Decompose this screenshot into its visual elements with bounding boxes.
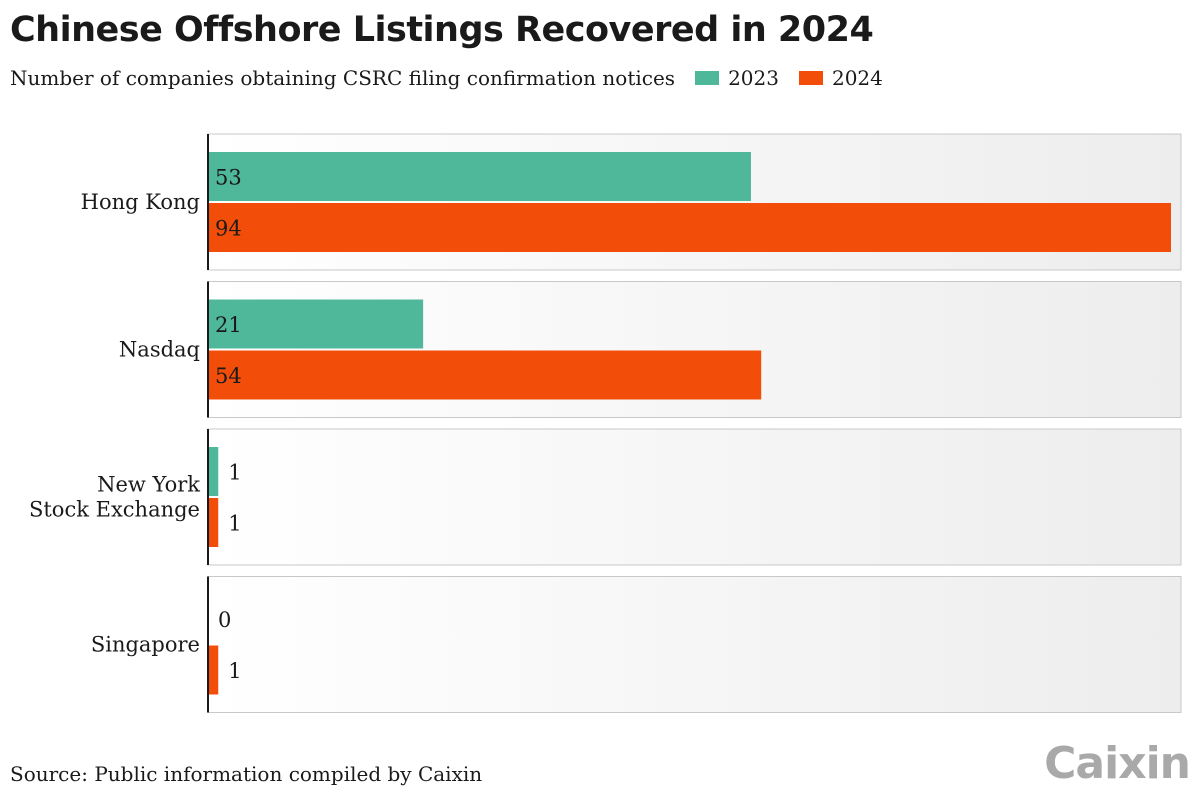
legend-item-2024: 2024 [798, 66, 883, 90]
legend-swatch-2023 [695, 71, 720, 85]
category-label-nasdaq: Nasdaq [119, 338, 200, 362]
panel-new-york-stock-exchange [207, 428, 1182, 566]
value-label-new-york-stock-exchange-2024: 1 [228, 512, 241, 536]
source-note: Source: Public information compiled by C… [10, 762, 483, 786]
legend-label-2023: 2023 [728, 66, 779, 90]
bar-new-york-stock-exchange-2024 [208, 498, 219, 547]
category-label-hong-kong: Hong Kong [81, 190, 200, 214]
chart-title: Chinese Offshore Listings Recovered in 2… [10, 10, 874, 50]
value-label-new-york-stock-exchange-2023: 1 [228, 461, 241, 485]
category-label-new-york-stock-exchange-line-1: New York [97, 473, 200, 497]
value-label-hong-kong-2024: 94 [215, 217, 242, 241]
bar-hong-kong-2024 [208, 203, 1171, 252]
value-label-hong-kong-2023: 53 [215, 166, 242, 190]
bar-nasdaq-2023 [208, 299, 424, 349]
value-label-nasdaq-2023: 21 [215, 313, 242, 337]
legend-label-2024: 2024 [831, 66, 883, 90]
bar-singapore-2024 [208, 645, 219, 695]
subtitle-row: Number of companies obtaining CSRC filin… [10, 66, 883, 90]
value-label-singapore-2024: 1 [228, 659, 241, 683]
bar-nasdaq-2024 [208, 350, 762, 400]
bar-new-york-stock-exchange-2023 [208, 447, 219, 496]
legend-swatch-2024 [798, 71, 823, 85]
legend-item-2023: 2023 [695, 66, 779, 90]
category-label-new-york-stock-exchange-line-2: Stock Exchange [29, 498, 200, 522]
value-label-nasdaq-2024: 54 [215, 364, 242, 388]
caixin-logo: Caixin [1044, 738, 1191, 789]
category-label-singapore: Singapore [91, 633, 200, 657]
chart-subtitle: Number of companies obtaining CSRC filin… [10, 66, 676, 90]
bar-hong-kong-2023 [208, 152, 751, 201]
panel-singapore [207, 576, 1182, 713]
value-label-singapore-2023: 0 [218, 608, 231, 632]
